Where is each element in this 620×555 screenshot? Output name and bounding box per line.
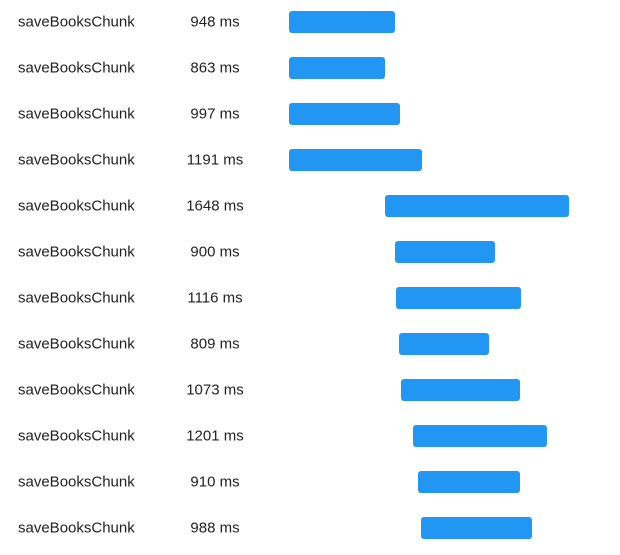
span-duration: 997 ms (190, 105, 240, 123)
span-duration: 1116 ms (187, 289, 243, 307)
span-timeline-bar[interactable] (418, 471, 520, 493)
span-row[interactable]: saveBooksChunk 1073 ms (0, 367, 620, 413)
span-name: saveBooksChunk (18, 151, 135, 169)
span-duration: 988 ms (190, 519, 240, 537)
span-row[interactable]: saveBooksChunk 988 ms (0, 505, 620, 551)
span-name: saveBooksChunk (18, 197, 135, 215)
span-name: saveBooksChunk (18, 243, 135, 261)
span-duration: 1073 ms (186, 381, 244, 399)
span-duration: 948 ms (190, 13, 240, 31)
span-duration: 1648 ms (186, 197, 244, 215)
span-timeline-bar[interactable] (399, 333, 490, 355)
span-name: saveBooksChunk (18, 473, 135, 491)
span-duration: 1191 ms (186, 151, 244, 169)
span-name: saveBooksChunk (18, 335, 135, 353)
span-timeline-bar[interactable] (289, 149, 422, 171)
span-row[interactable]: saveBooksChunk 1116 ms (0, 275, 620, 321)
span-timeline-bar[interactable] (421, 517, 532, 539)
span-timeline-bar[interactable] (385, 195, 570, 217)
span-duration: 863 ms (190, 59, 240, 77)
span-timeline-bar[interactable] (289, 57, 386, 79)
span-duration: 809 ms (190, 335, 240, 353)
span-timeline-bar[interactable] (289, 11, 395, 33)
span-row[interactable]: saveBooksChunk 997 ms (0, 91, 620, 137)
span-row[interactable]: saveBooksChunk 948 ms (0, 0, 620, 45)
span-name: saveBooksChunk (18, 381, 135, 399)
span-name: saveBooksChunk (18, 105, 135, 123)
span-row[interactable]: saveBooksChunk 863 ms (0, 45, 620, 91)
span-row[interactable]: saveBooksChunk 900 ms (0, 229, 620, 275)
span-row[interactable]: saveBooksChunk 1201 ms (0, 413, 620, 459)
span-timeline-bar[interactable] (289, 103, 401, 125)
span-row[interactable]: saveBooksChunk 809 ms (0, 321, 620, 367)
span-name: saveBooksChunk (18, 59, 135, 77)
span-duration: 1201 ms (186, 427, 244, 445)
span-duration: 900 ms (190, 243, 240, 261)
span-row[interactable]: saveBooksChunk 1648 ms (0, 183, 620, 229)
span-timeline-bar[interactable] (400, 379, 521, 401)
span-timeline-bar[interactable] (396, 287, 521, 309)
span-row[interactable]: saveBooksChunk 1191 ms (0, 137, 620, 183)
span-name: saveBooksChunk (18, 519, 135, 537)
span-name: saveBooksChunk (18, 13, 135, 31)
span-duration: 910 ms (190, 473, 240, 491)
span-name: saveBooksChunk (18, 427, 135, 445)
span-timeline-bar[interactable] (412, 425, 547, 447)
span-timeline-bar[interactable] (394, 241, 496, 263)
span-row[interactable]: saveBooksChunk 910 ms (0, 459, 620, 505)
span-name: saveBooksChunk (18, 289, 135, 307)
